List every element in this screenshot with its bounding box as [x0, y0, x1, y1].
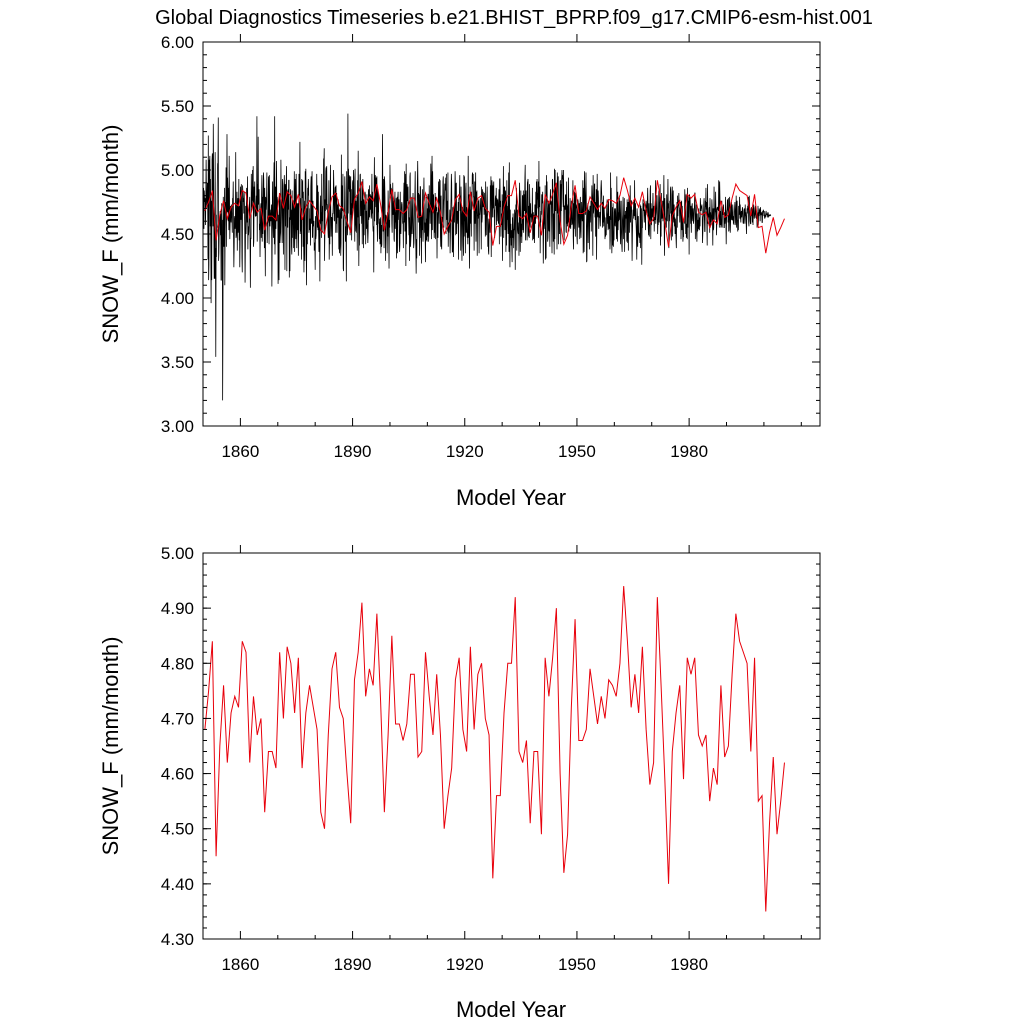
bottom-x-tick-label: 1980	[670, 955, 708, 974]
bottom-y-tick-label: 4.60	[161, 765, 194, 784]
top-y-tick-label: 3.50	[161, 353, 194, 372]
bottom-y-tick-label: 4.40	[161, 875, 194, 894]
bottom-y-tick-label: 4.90	[161, 599, 194, 618]
top-series-annual-mean	[204, 177, 785, 254]
bottom-ticks: 1860 1890 1920 1950 1980 4.30 4.40 4.50 4.60 4.70…	[161, 544, 820, 974]
figure-title: Global Diagnostics Timeseries b.e21.BHIS…	[155, 7, 873, 29]
bottom-x-tick-label: 1860	[221, 955, 259, 974]
top-x-tick-label: 1950	[558, 442, 596, 461]
bottom-series-annual-mean	[204, 586, 785, 912]
bottom-x-tick-label: 1950	[558, 955, 596, 974]
bottom-y-tick-label: 4.30	[161, 930, 194, 949]
top-x-tick-label: 1860	[221, 442, 259, 461]
top-panel: 1860 1890 1920 1950 1980 3.00 3.50 4.00 4.50 5.00…	[98, 33, 821, 510]
top-plot-series	[202, 113, 785, 401]
bottom-y-tick-label: 4.80	[161, 654, 194, 673]
bottom-y-tick-label: 5.00	[161, 544, 194, 563]
bottom-y-tick-label: 4.70	[161, 709, 194, 728]
top-y-tick-label: 3.00	[161, 417, 194, 436]
top-ticks: 1860 1890 1920 1950 1980 3.00 3.50 4.00 4.50 5.00…	[161, 33, 820, 461]
bottom-panel: 1860 1890 1920 1950 1980 4.30 4.40 4.50 4.60 4.70…	[98, 544, 821, 1022]
bottom-x-tick-label: 1920	[446, 955, 484, 974]
bottom-y-tick-label: 4.50	[161, 820, 194, 839]
top-y-tick-label: 4.00	[161, 289, 194, 308]
top-y-tick-label: 4.50	[161, 225, 194, 244]
top-y-tick-label: 5.00	[161, 161, 194, 180]
bottom-x-tick-label: 1890	[334, 955, 372, 974]
top-x-tick-label: 1920	[446, 442, 484, 461]
bottom-y-axis-label: SNOW_F (mm/month)	[98, 637, 123, 856]
top-series-monthly	[202, 113, 772, 401]
top-y-tick-label: 5.50	[161, 97, 194, 116]
top-x-tick-label: 1980	[670, 442, 708, 461]
top-y-tick-label: 6.00	[161, 33, 194, 52]
top-y-axis-label: SNOW_F (mm/month)	[98, 125, 123, 344]
top-x-tick-label: 1890	[334, 442, 372, 461]
top-x-axis-label: Model Year	[456, 485, 566, 510]
bottom-plot-series	[204, 586, 785, 912]
bottom-plot-frame	[202, 552, 821, 940]
bottom-x-axis-label: Model Year	[456, 997, 566, 1022]
